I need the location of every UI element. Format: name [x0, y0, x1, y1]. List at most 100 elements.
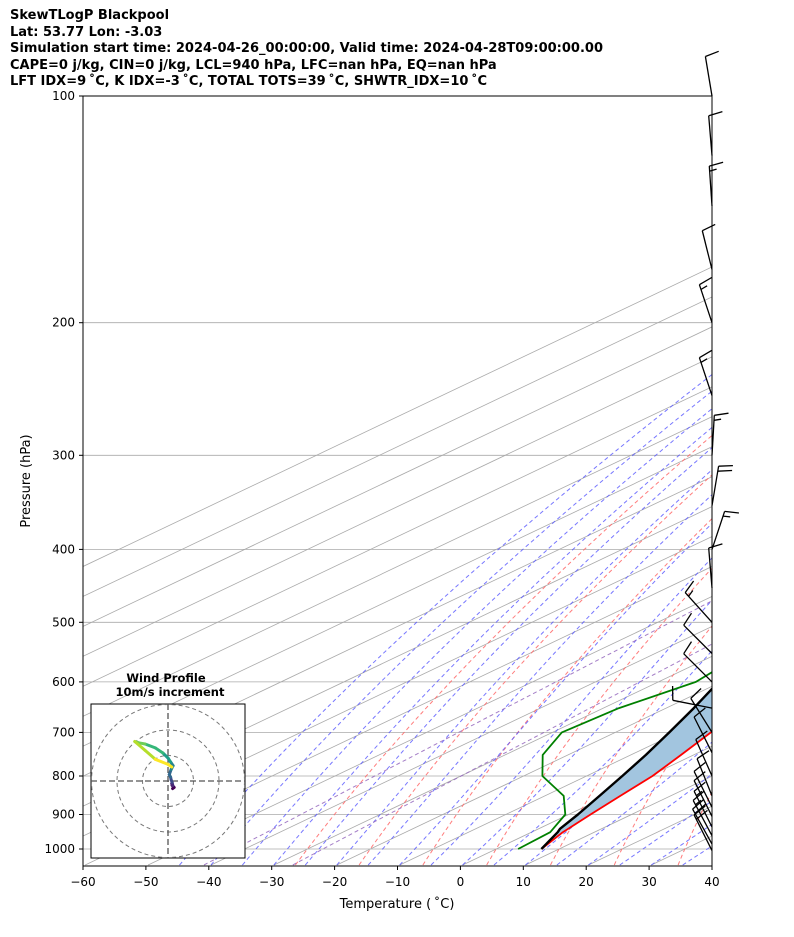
hodograph-segment	[133, 740, 147, 752]
moist-adiabat	[242, 408, 712, 866]
barb-staff	[693, 780, 713, 817]
y-tick-label: 700	[52, 725, 75, 739]
wind-barb	[693, 761, 713, 808]
hodograph-segment	[143, 748, 157, 761]
cape-cin-shading	[541, 688, 712, 849]
moist-adiabat	[336, 469, 712, 866]
hodograph-segment	[143, 742, 157, 750]
wind-barb	[711, 510, 739, 550]
dry-adiabat	[422, 517, 712, 866]
y-tick-label: 100	[52, 89, 75, 103]
barb-staff	[692, 808, 713, 845]
barb-flag	[694, 803, 707, 814]
isotherm-line	[85, 566, 712, 866]
moist-adiabat	[619, 800, 712, 866]
wind-barb	[683, 612, 713, 654]
axes: −60 −50 −40 −30 −20 −10 0 10 20 30 40 100 200 300 400 5…	[44, 89, 719, 889]
barb-staff	[695, 739, 713, 777]
barb-flag	[693, 761, 706, 772]
wind-barb	[708, 161, 724, 207]
isotherm-line	[83, 266, 712, 567]
dry-adiabat	[742, 96, 794, 865]
series-layer	[517, 671, 712, 850]
dry-adiabat	[677, 790, 712, 866]
fill-layer	[541, 688, 712, 849]
wind-barb	[708, 543, 723, 588]
x-tick-label: 20	[579, 875, 594, 889]
isotherm-line	[147, 596, 712, 866]
barb-staff	[698, 284, 713, 323]
dry-adiabat	[294, 434, 712, 866]
isotherm-line	[83, 296, 712, 597]
moist-adiabat	[462, 599, 712, 866]
wind-barb	[692, 799, 713, 845]
hodograph-layer	[91, 704, 245, 858]
barb-flag	[724, 510, 739, 514]
isotherm-line	[336, 685, 712, 866]
barb-flag	[702, 223, 716, 232]
barb-staff	[684, 592, 713, 623]
x-tick-label: −10	[385, 875, 410, 889]
x-tick-label: 10	[516, 875, 531, 889]
wind-barb	[698, 349, 713, 396]
x-tick-label: −20	[322, 875, 347, 889]
wind-barb	[695, 730, 713, 777]
barb-staff	[693, 771, 713, 808]
barb-staff	[672, 699, 713, 709]
y-axis-label: Pressure (hPa)	[19, 434, 34, 527]
wind-barb	[671, 685, 713, 709]
barb-flag	[708, 110, 723, 117]
barb-staff	[711, 466, 720, 506]
location-text: Lat: 53.77 Lon: -3.03	[10, 24, 163, 40]
dewpoint-line	[517, 671, 712, 850]
dry-adiabat	[486, 567, 712, 866]
moist-adiabat	[304, 446, 712, 866]
chart-title: SkewTLogP Blackpool	[10, 8, 170, 23]
barb-flag	[683, 641, 693, 655]
barb-flag	[692, 799, 704, 810]
grid-layer	[83, 96, 794, 866]
cape-text: CAPE=0 j/kg, CIN=0 j/kg, LCL=940 hPa, LF…	[10, 57, 497, 73]
isotherm-line	[462, 745, 712, 866]
barb-flag	[713, 418, 722, 421]
barb-staff	[708, 547, 713, 588]
barb-staff	[693, 790, 713, 828]
barb-staff	[704, 56, 713, 97]
hodograph-segment	[166, 762, 174, 769]
temperature-line	[540, 730, 712, 850]
barb-staff	[692, 800, 713, 837]
moist-adiabat	[430, 557, 712, 866]
moist-adiabat	[556, 741, 712, 866]
isotherm-line	[83, 326, 712, 627]
moist-adiabat	[367, 494, 712, 866]
barb-flag	[718, 464, 733, 467]
isotherm-line	[273, 655, 712, 866]
barb-staff	[711, 511, 726, 550]
hodograph-title: Wind Profile	[126, 671, 206, 685]
wind-barb	[701, 223, 716, 270]
wind-barb	[711, 412, 729, 456]
time-text: Simulation start time: 2024-04-26_00:00:…	[10, 41, 603, 56]
barb-flag	[699, 349, 713, 359]
y-tick-label: 200	[52, 316, 75, 330]
x-tick-label: −60	[70, 875, 95, 889]
wind-barb	[698, 276, 713, 323]
x-axis-label: Temperature ( ˚C)	[339, 896, 455, 912]
barb-flag	[708, 543, 723, 549]
barb-flag	[699, 276, 713, 286]
barb-flag	[695, 730, 708, 741]
mixing-ratio-line	[203, 600, 712, 866]
moist-adiabat	[273, 426, 712, 866]
wind-barb	[696, 750, 713, 797]
moist-adiabat	[210, 390, 712, 866]
y-tick-label: 900	[52, 808, 75, 822]
barb-flag	[714, 412, 729, 416]
dry-adiabat	[358, 474, 712, 866]
indices-text: LFT IDX=9 ˚C, K IDX=-3 ˚C, TOTAL TOTS=39…	[10, 74, 488, 89]
hodograph-segment	[153, 746, 165, 755]
barb-staff	[696, 758, 713, 797]
wind-barb	[684, 580, 713, 623]
barb-flag	[709, 168, 717, 172]
moist-adiabat	[399, 522, 712, 866]
wind-barb	[711, 464, 733, 506]
